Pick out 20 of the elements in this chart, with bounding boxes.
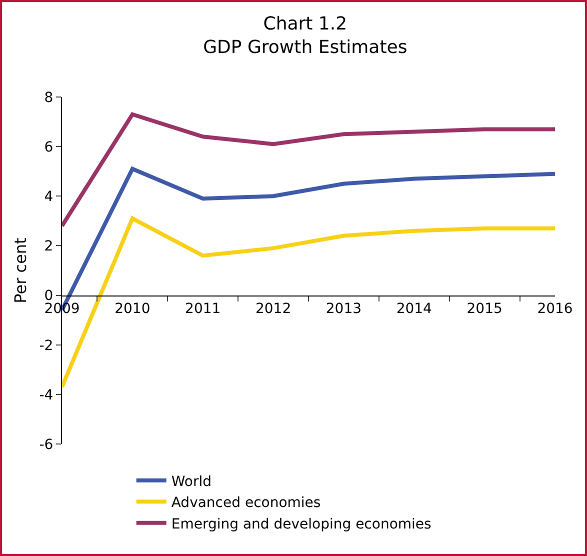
- y-tick-label: -6: [39, 436, 54, 453]
- x-tick-label: 2010: [114, 301, 150, 318]
- y-tick-label: 6: [44, 139, 54, 156]
- y-tick-label: 4: [44, 189, 54, 206]
- legend-label: Emerging and developing economies: [171, 516, 432, 532]
- y-tick-label: 8: [44, 90, 54, 106]
- y-tick-label: -4: [39, 387, 54, 404]
- x-tick-label: 2013: [326, 301, 362, 318]
- y-tick-label: 2: [44, 238, 54, 255]
- x-tick-label: 2012: [255, 301, 292, 318]
- y-axis-title: Per cent: [11, 238, 30, 304]
- legend-label: Advanced economies: [171, 495, 321, 512]
- x-tick-label: 2014: [396, 301, 432, 318]
- legend-label: World: [171, 474, 212, 490]
- x-tick-label: 2015: [466, 301, 502, 318]
- y-tick-label: -2: [39, 338, 54, 354]
- chart-title: Chart 1.2 GDP Growth Estimates: [203, 14, 408, 58]
- line-series: [62, 112, 555, 228]
- x-tick-label: 2011: [185, 301, 221, 318]
- x-tick-label: 2016: [537, 301, 573, 318]
